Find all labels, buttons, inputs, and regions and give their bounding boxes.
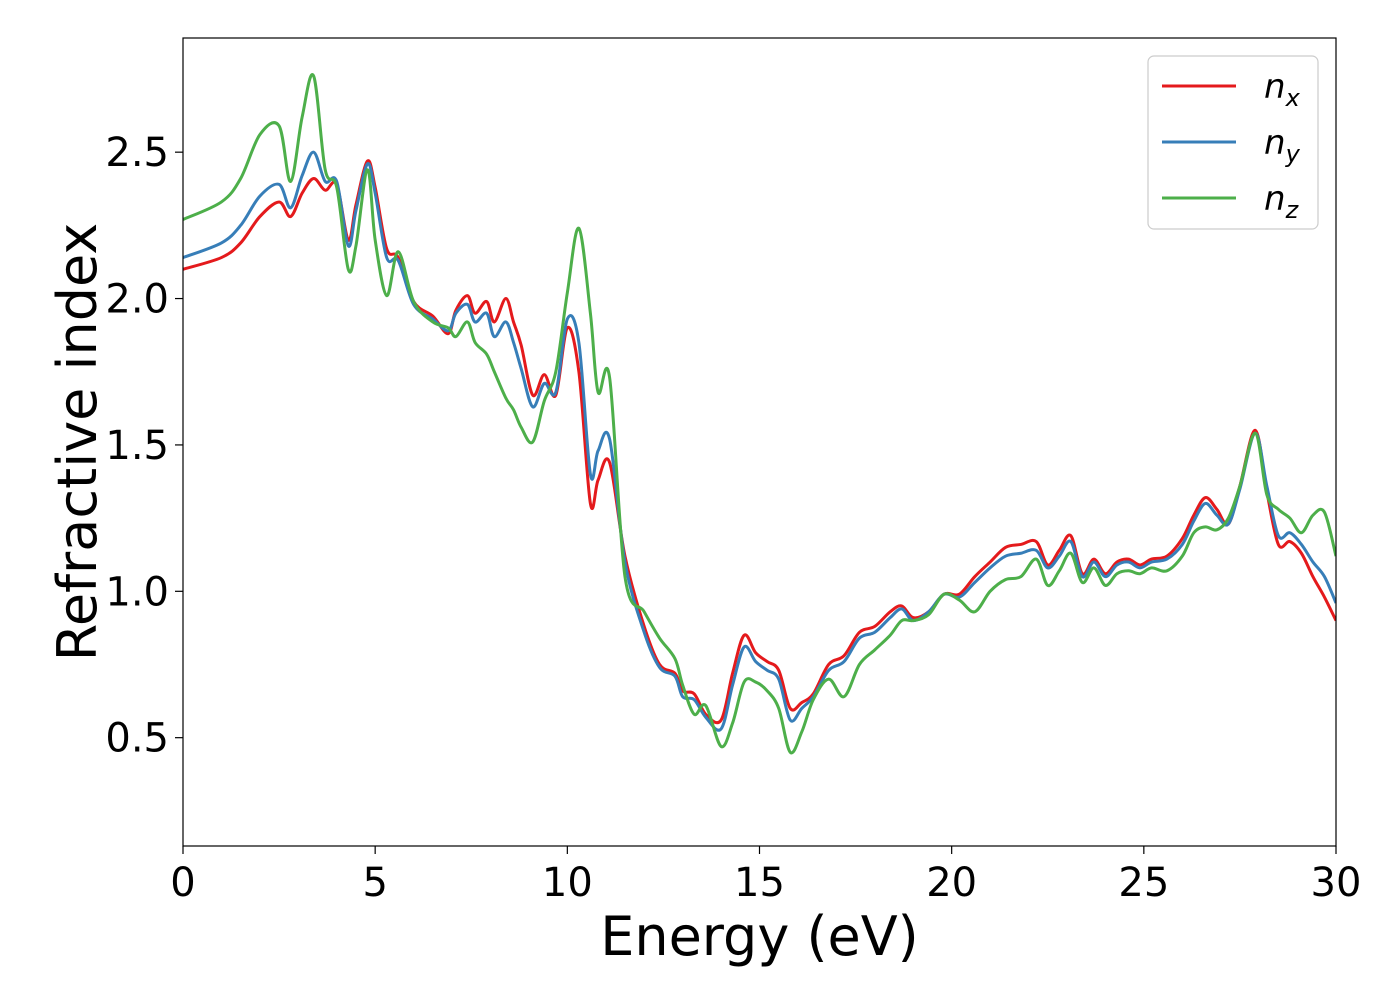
x-tick-label: 15 (734, 860, 785, 906)
x-tick-label: 5 (362, 860, 387, 906)
y-tick-label: 1.0 (105, 569, 169, 615)
ticks-layer: 0 5 10 15 20 25 30 0.5 1.0 1.5 2.0 2.5 (105, 130, 1361, 906)
series-line-z (183, 73, 1336, 755)
y-tick-label: 1.5 (105, 423, 169, 469)
x-tick-label: 0 (170, 860, 195, 906)
legend-label-x: nx (1264, 67, 1301, 112)
x-tick-label: 10 (542, 860, 593, 906)
x-tick-label: 30 (1311, 860, 1362, 906)
y-tick-label: 2.0 (105, 277, 169, 323)
series-line-y (183, 150, 1336, 732)
y-axis-title: Refractive index (46, 223, 109, 662)
x-axis-title: Energy (eV) (600, 905, 919, 968)
x-tick-label: 20 (926, 860, 977, 906)
series-layer (183, 73, 1336, 755)
x-tick-label: 25 (1118, 860, 1169, 906)
legend-label-y: ny (1264, 123, 1301, 168)
y-tick-label: 2.5 (105, 130, 169, 176)
y-tick-label: 0.5 (105, 716, 169, 762)
